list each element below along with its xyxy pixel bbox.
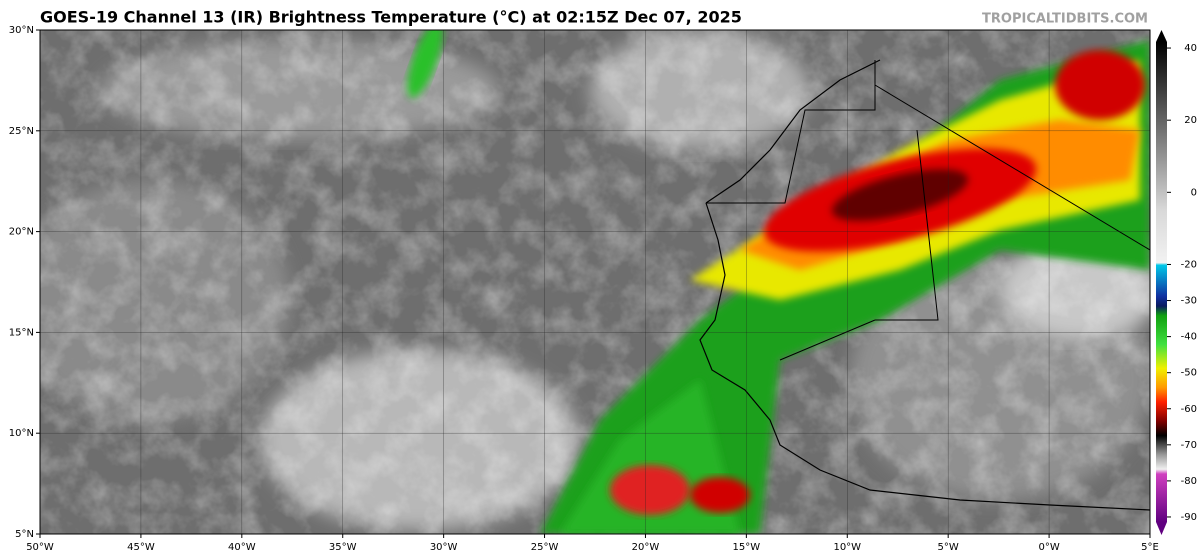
watermark: TROPICALTIDBITS.COM [982,12,1148,27]
x-tick-label: 5°E [1141,542,1159,553]
colorbar-tick-label: -60 [1181,404,1197,415]
x-tick-label: 0°W [1038,542,1059,553]
y-tick-label: 10°N [9,428,34,439]
x-tick-label: 15°W [733,542,761,553]
x-tick-label: 20°W [632,542,660,553]
satellite-image [40,30,1150,534]
colorbar-tick-label: 0 [1191,187,1197,198]
x-tick-label: 50°W [26,542,54,553]
y-tick-label: 25°N [9,126,34,137]
x-tick-label: 25°W [531,542,559,553]
colorbar [1156,30,1167,535]
colorbar-tick-label: 20 [1184,115,1197,126]
y-tick-label: 5°N [15,529,34,540]
colorbar-tick-label: -50 [1181,368,1197,379]
x-tick-label: 30°W [430,542,458,553]
colorbar-tick-label: -70 [1181,440,1197,451]
colorbar-arrow [1156,522,1167,535]
colorbar-tick-label: -80 [1181,476,1197,487]
title: GOES-19 Channel 13 (IR) Brightness Tempe… [40,8,742,27]
colorbar-tick-label: -30 [1181,296,1197,307]
colorbar-tick-label: -90 [1181,512,1197,523]
x-tick-label: 10°W [833,542,861,553]
colorbar-gradient [1156,42,1167,522]
colorbar-tick-label: -40 [1181,332,1197,343]
colorbar-tick-label: -20 [1181,259,1197,270]
map-frame [39,29,1151,535]
colorbar-arrow [1156,30,1167,42]
y-tick-label: 30°N [9,25,34,36]
x-tick-label: 35°W [329,542,357,553]
y-tick-label: 15°N [9,327,34,338]
colorbar-tick-label: 40 [1184,43,1197,54]
x-tick-label: 5°W [938,542,959,553]
x-tick-label: 40°W [228,542,256,553]
x-tick-label: 45°W [127,542,155,553]
y-tick-label: 20°N [9,227,34,238]
